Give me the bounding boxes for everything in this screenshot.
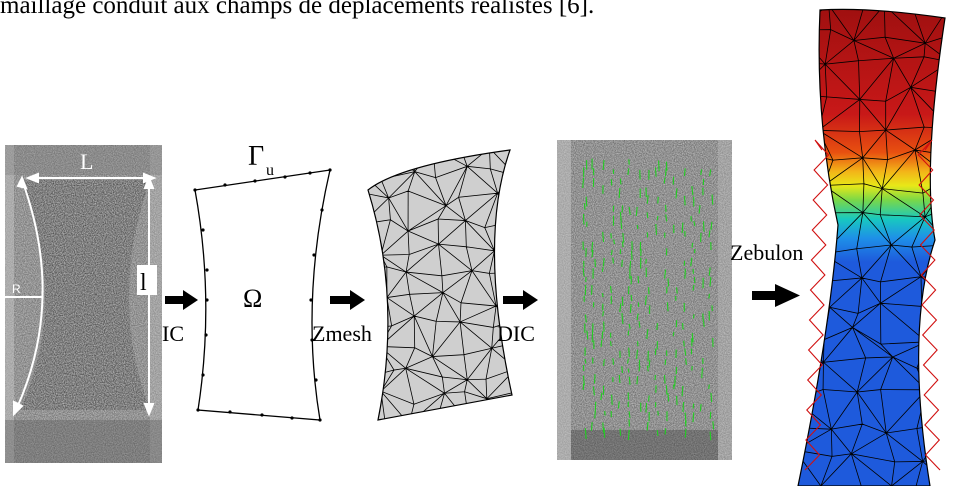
specimen-photo — [5, 145, 162, 463]
label-domain: Ω — [243, 284, 262, 313]
displacement-vectors — [582, 158, 715, 441]
label-height: l — [140, 270, 147, 296]
label-radius: R — [12, 282, 21, 296]
arrow-zmesh — [330, 290, 365, 310]
label-dic: DIC — [497, 321, 535, 346]
vector-field — [582, 158, 715, 441]
label-boundary: Γ — [248, 141, 264, 172]
caption-text: maillage conduit aux champs de déplaceme… — [0, 0, 595, 19]
label-zebulon: Zebulon — [730, 240, 803, 265]
arrow-ic — [165, 290, 198, 310]
domain-outline — [194, 169, 331, 421]
dic-photo — [557, 140, 732, 460]
label-zmesh: Zmesh — [312, 321, 372, 346]
label-boundary-sub: u — [266, 162, 274, 179]
height-label-bg — [137, 265, 157, 295]
mesh-panel — [367, 149, 513, 421]
arrow-zebulon — [752, 284, 800, 307]
label-width: L — [80, 149, 93, 174]
boundary-nodes — [193, 168, 332, 422]
fe-result — [797, 8, 946, 486]
label-ic: IC — [162, 321, 184, 346]
undeformed-outline — [804, 139, 941, 471]
dimension-arrows — [5, 172, 157, 417]
arrow-dic — [503, 290, 538, 310]
